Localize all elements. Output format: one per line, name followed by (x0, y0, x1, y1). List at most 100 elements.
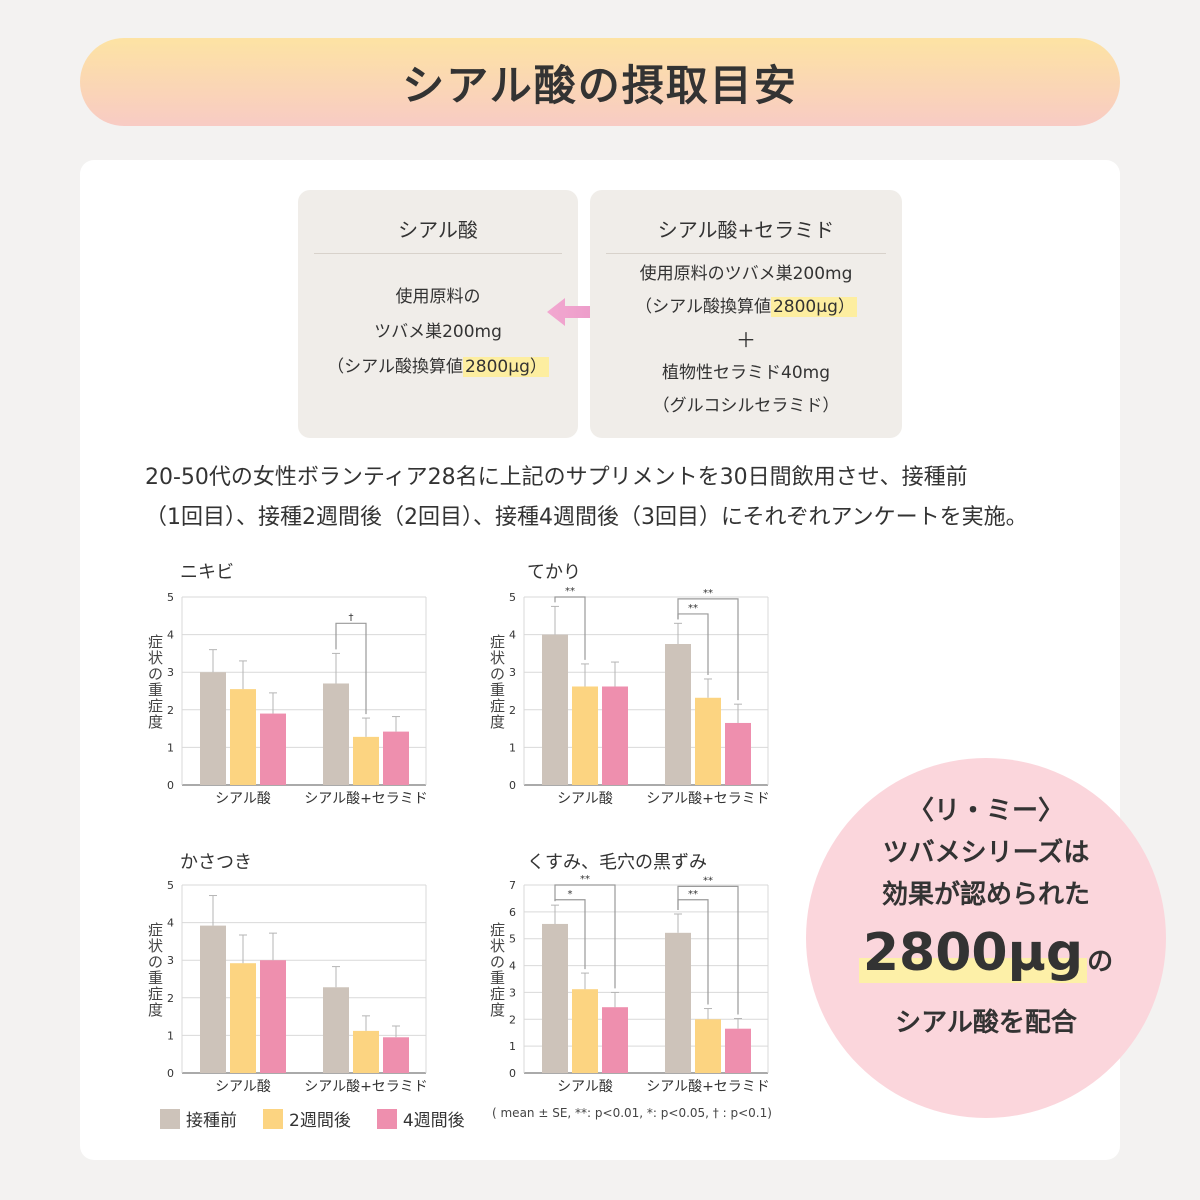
y-tick-label: 3 (509, 986, 516, 999)
title-banner: シアル酸の摂取目安 (80, 38, 1120, 126)
y-tick-label: 5 (509, 933, 516, 946)
double-arrow-icon (547, 298, 623, 326)
bar (200, 672, 226, 785)
y-axis-label-char: 重 (490, 681, 505, 699)
chart-title-acne: ニキビ (180, 562, 234, 583)
y-tick-label: 3 (167, 954, 174, 967)
y-axis-label-char: 状 (490, 649, 505, 667)
chart-legend: 接種前 2週間後 4週間後 (160, 1106, 465, 1131)
y-tick-label: 5 (167, 591, 174, 604)
box-sialic-acid-line3: （シアル酸換算値 2800μg） (298, 350, 578, 385)
significance-label: ** (703, 875, 713, 886)
significance-label: ** (565, 586, 575, 597)
y-axis-label-char: 度 (148, 713, 163, 731)
badge-line1: 〈リ・ミー〉 (907, 796, 1064, 826)
legend-swatch-before (160, 1108, 180, 1129)
y-tick-label: 4 (509, 960, 516, 973)
y-tick-label: 2 (167, 704, 174, 717)
bar (602, 1007, 628, 1073)
badge-amount-suffix: の (1087, 947, 1114, 977)
x-tick-label: シアル酸 (215, 1079, 271, 1095)
y-tick-label: 5 (509, 591, 516, 604)
bar (230, 689, 256, 785)
x-tick-label: シアル酸+セラミド (304, 1079, 428, 1095)
bar (542, 634, 568, 785)
legend-label-week2: 2週間後 (289, 1111, 351, 1131)
legend-label-week4: 4週間後 (402, 1111, 465, 1131)
y-axis-label-char: 状 (148, 937, 163, 955)
y-tick-label: 5 (167, 879, 174, 892)
y-tick-label: 1 (509, 741, 516, 754)
y-tick-label: 2 (509, 704, 516, 717)
box-sialic-ceramide-line4: （グルコシルセラミド） (652, 396, 840, 416)
y-tick-label: 1 (509, 1040, 516, 1053)
badge-line2: ツバメシリーズは (882, 838, 1090, 868)
y-tick-label: 1 (167, 1029, 174, 1042)
x-tick-label: シアル酸 (557, 791, 613, 807)
legend-label-before: 接種前 (186, 1111, 237, 1131)
bar (353, 1030, 379, 1073)
y-axis-label-char: 症 (148, 697, 163, 715)
bar (230, 963, 256, 1073)
box-sialic-ceramide-line3: 植物性セラミド40mg (662, 363, 830, 383)
bar (323, 987, 349, 1073)
y-tick-label: 2 (509, 1013, 516, 1026)
legend-swatch-week4 (376, 1108, 397, 1129)
chart-title-dullness: くすみ、毛穴の黒ずみ (527, 852, 707, 873)
badge-amount: 2800μg (858, 923, 1088, 983)
y-tick-label: 6 (509, 906, 516, 919)
hl-prefix: （シアル酸換算値 (635, 297, 771, 317)
significance-label: ** (580, 874, 590, 885)
y-tick-label: 3 (167, 666, 174, 679)
significance-bracket (554, 596, 586, 660)
y-tick-label: 2 (167, 992, 174, 1005)
significance-bracket (677, 598, 739, 701)
bar (695, 697, 721, 785)
y-axis-label-char: の (148, 953, 163, 971)
bar (602, 686, 628, 785)
y-axis-label-char: 症 (148, 633, 163, 651)
y-tick-label: 0 (509, 1067, 516, 1080)
y-axis-label-char: 症 (490, 633, 505, 651)
description-line2: （1回目）、接種2週間後（2回目）、接種4週間後（3回目）にそれぞれアンケートを… (145, 505, 1028, 530)
y-tick-label: 4 (167, 917, 174, 930)
y-axis-label-char: 状 (148, 649, 163, 667)
y-axis-label-char: 症 (148, 985, 163, 1003)
significance-bracket (677, 885, 739, 1015)
bar (665, 644, 691, 785)
bar (572, 686, 598, 785)
y-axis-label-char: の (148, 665, 163, 683)
bar (695, 1019, 721, 1073)
bar (260, 713, 286, 785)
box-sialic-ceramide-title: シアル酸+セラミド (606, 190, 886, 254)
box-sialic-acid-line1: 使用原料の (395, 287, 481, 307)
badge-line3: 効果が認められた (881, 880, 1090, 910)
x-tick-label: シアル酸+セラミド (304, 791, 428, 807)
box-sialic-acid-line2: ツバメ巣200mg (374, 322, 502, 342)
description-line1: 20-50代の女性ボランティア28名に上記のサプリメントを30日間飲用させ、接種… (145, 465, 968, 490)
y-tick-label: 1 (167, 741, 174, 754)
study-description: 20-50代の女性ボランティア28名に上記のサプリメントを30日間飲用させ、接種… (145, 458, 1085, 538)
box-sialic-acid-title: シアル酸 (314, 190, 562, 254)
y-tick-label: 3 (509, 666, 516, 679)
y-tick-label: 0 (167, 1067, 174, 1080)
bar (260, 960, 286, 1073)
chart-title-dryness: かさつき (180, 852, 252, 873)
bar (542, 923, 568, 1073)
amount-value: 2800μg (464, 357, 530, 377)
y-axis-label-char: 重 (490, 969, 505, 987)
promo-badge: 〈リ・ミー〉 ツバメシリーズは 効果が認められた 2800μg の シアル酸を配合 (806, 758, 1166, 1118)
significance-label: * (568, 889, 573, 900)
bar (665, 932, 691, 1073)
bar (383, 1037, 409, 1073)
y-axis-label-char: 症 (490, 985, 505, 1003)
stats-note: ( mean ± SE, **: p<0.01, *: p<0.05, † : … (492, 1106, 772, 1120)
box-sialic-acid: シアル酸 使用原料の ツバメ巣200mg （シアル酸換算値 2800μg） (298, 190, 578, 438)
significance-bracket (554, 884, 616, 989)
badge-amount-row: 2800μg の (806, 918, 1166, 1000)
significance-label: ** (703, 588, 713, 599)
y-axis-label-char: 重 (148, 681, 163, 699)
